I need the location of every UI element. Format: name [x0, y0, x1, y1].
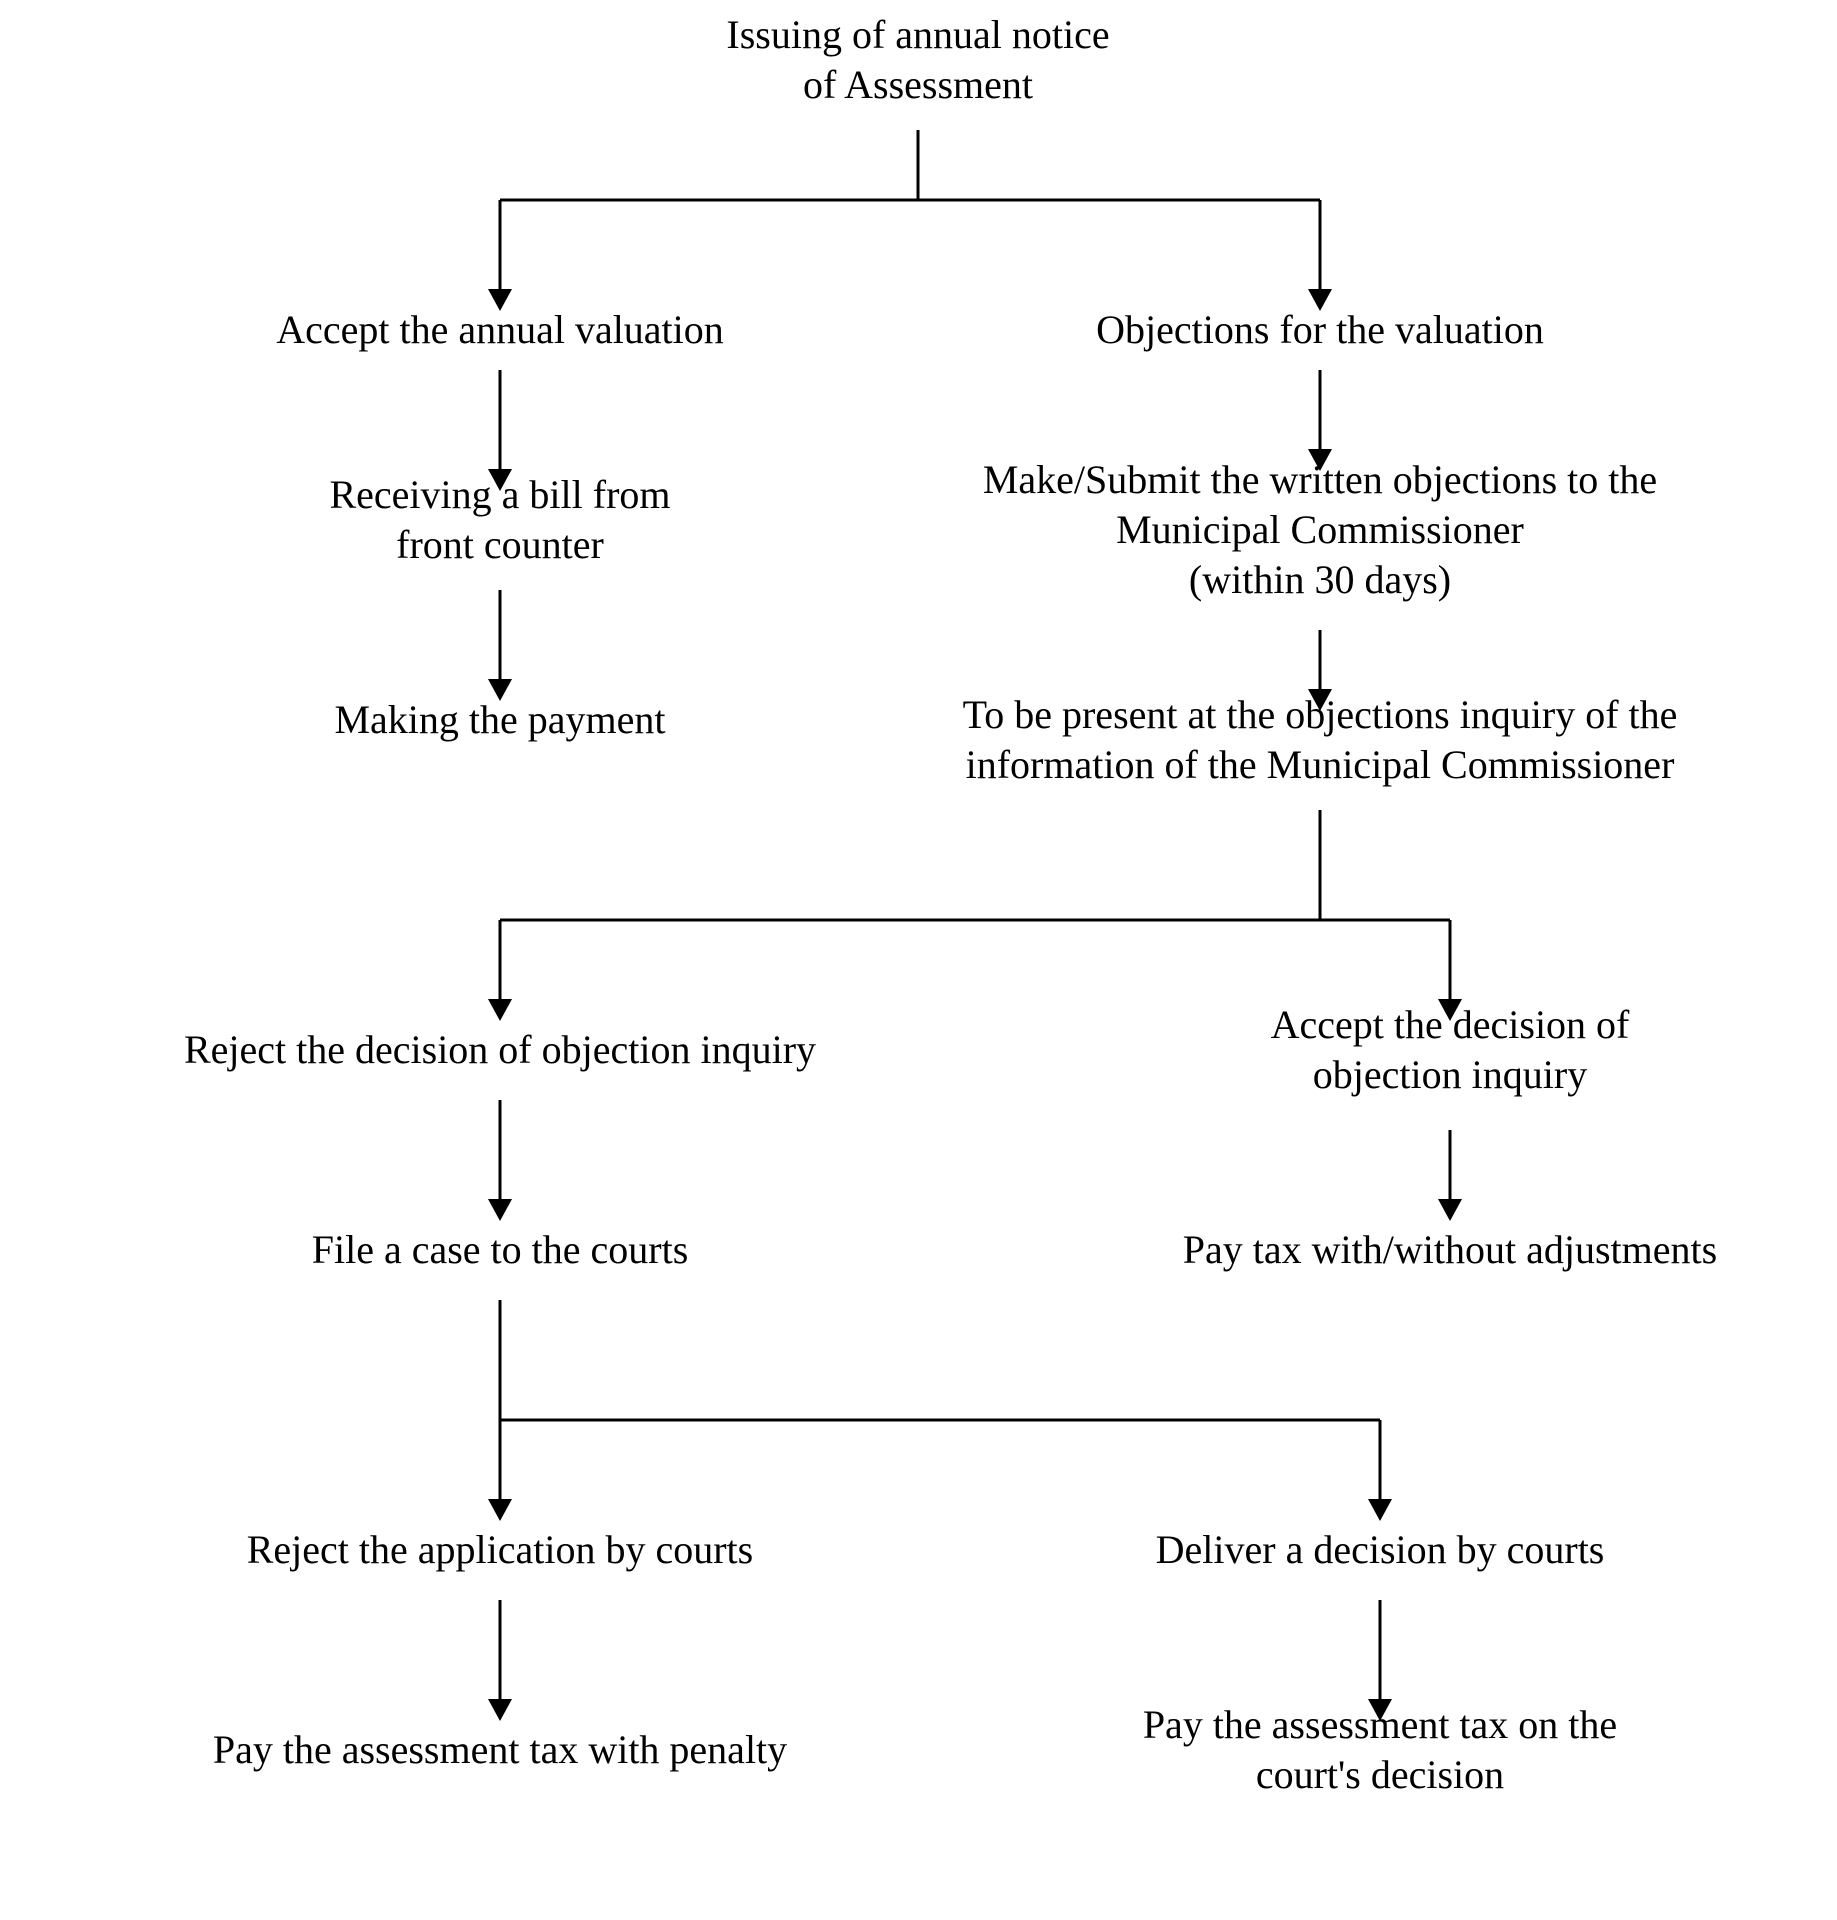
node-pay_court: Pay the assessment tax on the court's de…: [930, 1700, 1830, 1800]
node-reject_inq: Reject the decision of objection inquiry: [90, 1025, 910, 1075]
node-pay: Making the payment: [150, 695, 850, 745]
node-accept_inq: Accept the decision of objection inquiry: [1100, 1000, 1800, 1100]
node-pay_penalty: Pay the assessment tax with penalty: [50, 1725, 950, 1775]
node-pay_adj: Pay tax with/without adjustments: [1100, 1225, 1800, 1275]
node-bill: Receiving a bill from front counter: [150, 470, 850, 570]
node-object_val: Objections for the valuation: [970, 305, 1670, 355]
node-submit: Make/Submit the written objections to th…: [870, 455, 1770, 605]
node-root: Issuing of annual notice of Assessment: [518, 10, 1318, 110]
flowchart-canvas: Issuing of annual notice of Assessment Ac…: [0, 0, 1837, 1920]
node-file: File a case to the courts: [150, 1225, 850, 1275]
node-inquiry: To be present at the objections inquiry …: [870, 690, 1770, 790]
node-deliver: Deliver a decision by courts: [980, 1525, 1780, 1575]
node-reject_app: Reject the application by courts: [100, 1525, 900, 1575]
node-accept_val: Accept the annual valuation: [150, 305, 850, 355]
connector-lines: [0, 0, 1837, 1920]
